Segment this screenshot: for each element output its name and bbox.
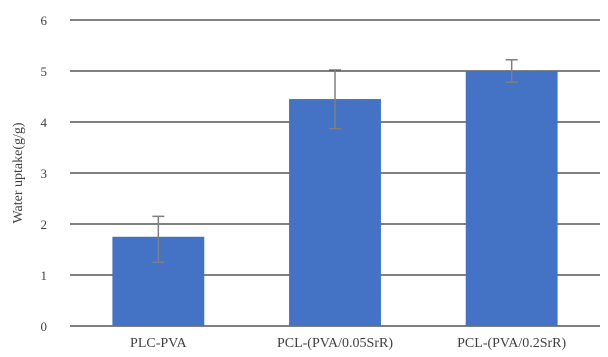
error-bars [152,59,518,263]
y-tick-label: 2 [41,217,48,232]
y-tick-label: 1 [41,268,48,283]
y-axis-ticks: 0 1 2 3 4 5 6 [41,13,48,334]
x-tick-label: PLC-PVA [130,336,187,351]
x-tick-label: PCL-(PVA/0.05SrR) [277,336,393,351]
bars [112,71,558,326]
y-tick-label: 0 [41,319,48,334]
bar [289,99,381,326]
x-axis-ticks: PLC-PVA PCL-(PVA/0.05SrR) PCL-(PVA/0.2SrR) [130,336,566,351]
x-tick-label: PCL-(PVA/0.2SrR) [457,336,566,351]
y-tick-label: 4 [41,115,48,130]
y-tick-label: 5 [41,64,48,79]
bar [465,71,558,326]
y-axis-label: Water uptake(g/g) [11,122,26,223]
y-tick-label: 6 [41,13,48,28]
y-tick-label: 3 [41,166,48,181]
